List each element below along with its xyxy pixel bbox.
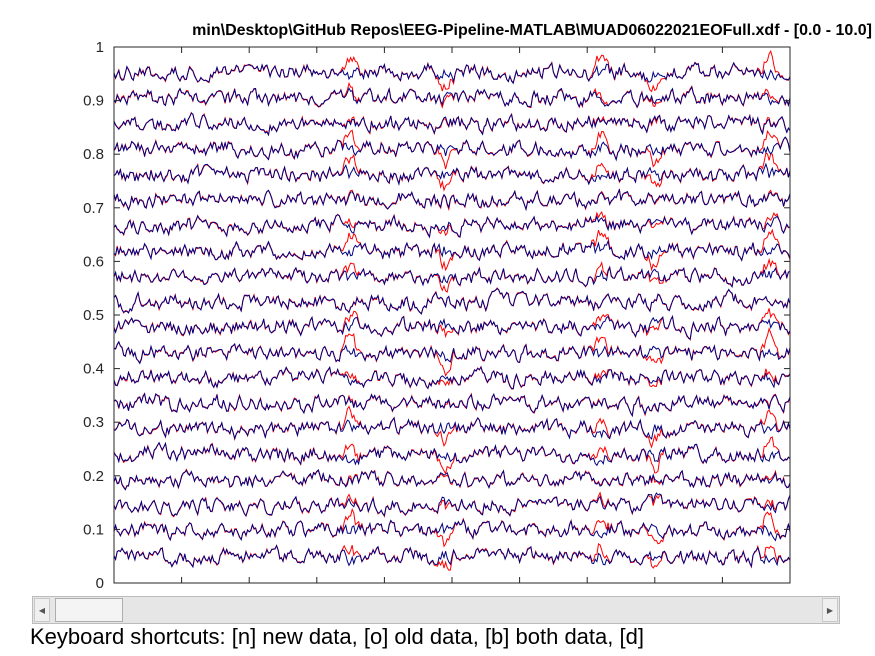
new-data-trace (113, 85, 791, 109)
time-scrollbar[interactable]: ◀ ▶ (32, 596, 840, 624)
figure-title-text: min\Desktop\GitHub Repos\EEG-Pipeline-MA… (192, 22, 872, 39)
keyboard-shortcuts-hint: Keyboard shortcuts: [n] new data, [o] ol… (0, 622, 875, 656)
y-axis: 0 0.1 0.2 0.3 0.4 0.5 0.6 0.7 0.8 0.9 1 (83, 39, 790, 592)
new-data-trace (113, 314, 791, 340)
keyboard-shortcuts-text: Keyboard shortcuts: [n] new data, [o] ol… (30, 624, 644, 649)
new-data-trace (113, 340, 791, 365)
new-data-trace (113, 469, 791, 491)
old-data-trace (113, 81, 791, 109)
y-tick-label: 0.4 (83, 361, 104, 378)
new-data-trace (113, 136, 791, 162)
eeg-plot[interactable]: 0 0.1 0.2 0.3 0.4 0.5 0.6 0.7 0.8 0.9 1 (0, 0, 875, 596)
scroll-right-arrow-icon[interactable]: ▶ (822, 598, 838, 622)
new-data-trace (113, 162, 791, 187)
new-data-trace (113, 365, 791, 390)
y-tick-label: 0.5 (83, 307, 104, 324)
new-data-trace (113, 265, 791, 289)
y-tick-label: 0.9 (83, 93, 104, 110)
old-data-trace (113, 327, 791, 377)
old-data-trace (113, 308, 791, 341)
new-data-trace (113, 287, 791, 315)
new-data-trace (113, 112, 791, 137)
figure-title: min\Desktop\GitHub Repos\EEG-Pipeline-MA… (0, 22, 875, 44)
old-data-trace (113, 228, 791, 272)
new-data-trace (113, 239, 791, 262)
old-data-trace (113, 365, 791, 390)
new-data-trace (113, 441, 791, 467)
new-data-trace (113, 544, 791, 569)
y-tick-label: 0.1 (83, 521, 104, 538)
trace-layer (113, 49, 791, 571)
new-data-trace (113, 61, 791, 85)
old-data-trace (113, 468, 791, 491)
scroll-left-arrow-icon[interactable]: ◀ (34, 598, 50, 622)
new-data-trace (113, 188, 791, 212)
old-data-trace (113, 129, 791, 170)
new-data-trace (113, 518, 791, 542)
scroll-thumb[interactable] (55, 598, 123, 622)
old-data-trace (113, 188, 791, 212)
y-tick-label: 0.6 (83, 253, 104, 270)
old-data-trace (113, 436, 791, 475)
new-data-trace (113, 214, 791, 239)
y-tick-label: 0.8 (83, 146, 104, 163)
old-data-trace (113, 405, 791, 449)
y-tick-label: 1 (96, 39, 104, 56)
y-tick-label: 0.2 (83, 468, 104, 485)
x-axis (113, 47, 791, 583)
y-tick-label: 0.3 (83, 414, 104, 431)
old-data-trace (113, 211, 791, 239)
new-data-trace (113, 416, 791, 441)
y-tick-label: 0 (96, 575, 104, 592)
new-data-trace (113, 492, 791, 517)
y-tick-label: 0.7 (83, 200, 104, 217)
new-data-trace (113, 392, 791, 417)
